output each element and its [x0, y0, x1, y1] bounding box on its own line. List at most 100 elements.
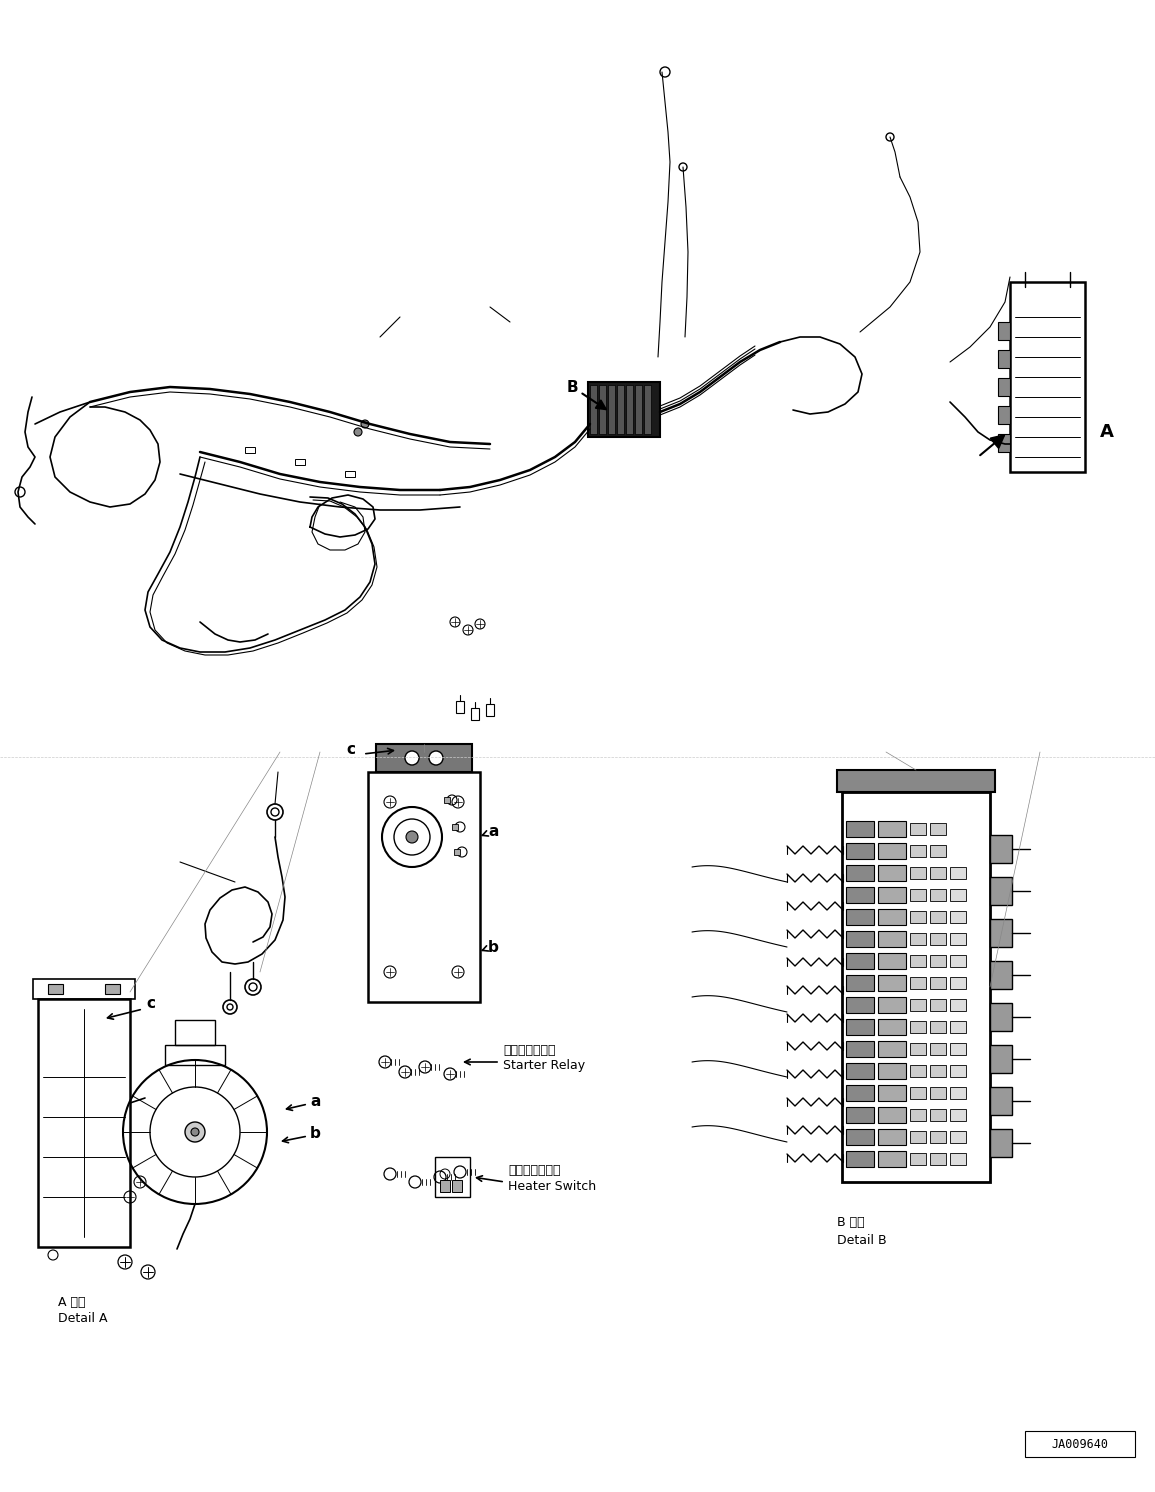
- Circle shape: [353, 428, 362, 436]
- Bar: [878, 888, 906, 903]
- Bar: [910, 1131, 926, 1143]
- Bar: [599, 385, 606, 434]
- Text: c: c: [146, 997, 155, 1012]
- Text: a: a: [310, 1095, 320, 1110]
- Bar: [444, 797, 450, 803]
- Bar: [930, 1000, 946, 1012]
- Bar: [951, 977, 966, 989]
- Bar: [878, 1129, 906, 1144]
- Bar: [845, 931, 874, 947]
- Bar: [845, 953, 874, 968]
- Bar: [590, 385, 597, 434]
- Bar: [845, 974, 874, 991]
- Bar: [845, 1062, 874, 1079]
- Text: JA009640: JA009640: [1051, 1437, 1109, 1450]
- Bar: [878, 1107, 906, 1123]
- Bar: [910, 955, 926, 967]
- Bar: [990, 1044, 1012, 1073]
- Bar: [471, 709, 479, 721]
- Bar: [998, 351, 1009, 369]
- Bar: [33, 979, 135, 1000]
- Bar: [878, 821, 906, 837]
- Bar: [930, 889, 946, 901]
- Bar: [837, 770, 994, 792]
- Text: b: b: [310, 1126, 321, 1141]
- Bar: [1009, 282, 1085, 471]
- Bar: [845, 843, 874, 859]
- Bar: [930, 955, 946, 967]
- Bar: [910, 867, 926, 879]
- Bar: [608, 385, 614, 434]
- Bar: [930, 1021, 946, 1032]
- Bar: [910, 824, 926, 836]
- Bar: [878, 997, 906, 1013]
- Text: A 詳細: A 詳細: [58, 1295, 85, 1308]
- Bar: [930, 912, 946, 924]
- Bar: [990, 836, 1012, 862]
- Bar: [845, 909, 874, 925]
- Bar: [990, 1088, 1012, 1115]
- Bar: [951, 932, 966, 944]
- Bar: [845, 888, 874, 903]
- Text: B 詳細: B 詳細: [837, 1216, 865, 1228]
- Bar: [845, 865, 874, 880]
- Bar: [990, 1129, 1012, 1156]
- Bar: [951, 1000, 966, 1012]
- Bar: [878, 843, 906, 859]
- Bar: [951, 889, 966, 901]
- Bar: [176, 1021, 215, 1044]
- Text: Heater Switch: Heater Switch: [508, 1180, 596, 1192]
- Bar: [930, 824, 946, 836]
- Bar: [951, 1065, 966, 1077]
- Bar: [990, 919, 1012, 947]
- Bar: [998, 406, 1009, 424]
- Bar: [38, 1000, 131, 1247]
- Bar: [377, 745, 472, 771]
- Circle shape: [407, 831, 418, 843]
- Bar: [842, 792, 990, 1182]
- Bar: [930, 932, 946, 944]
- Bar: [998, 434, 1009, 452]
- Text: スタータリレー: スタータリレー: [502, 1043, 556, 1056]
- Circle shape: [185, 1122, 204, 1141]
- Bar: [845, 1085, 874, 1101]
- Bar: [1024, 1431, 1135, 1458]
- Circle shape: [429, 750, 444, 765]
- Text: ヒータスイッチ: ヒータスイッチ: [508, 1164, 560, 1177]
- Bar: [998, 322, 1009, 340]
- Bar: [105, 985, 120, 994]
- Bar: [644, 385, 651, 434]
- Bar: [990, 961, 1012, 989]
- Bar: [486, 704, 494, 716]
- Circle shape: [362, 421, 368, 428]
- Bar: [910, 1065, 926, 1077]
- Bar: [930, 1131, 946, 1143]
- Bar: [990, 877, 1012, 906]
- Bar: [440, 1180, 450, 1192]
- Text: a: a: [489, 825, 498, 840]
- Bar: [930, 1065, 946, 1077]
- Bar: [910, 1109, 926, 1120]
- Bar: [990, 1003, 1012, 1031]
- Bar: [878, 1019, 906, 1035]
- Bar: [910, 1021, 926, 1032]
- Bar: [617, 385, 624, 434]
- Bar: [878, 1150, 906, 1167]
- Bar: [452, 1180, 462, 1192]
- Bar: [878, 909, 906, 925]
- Bar: [456, 701, 464, 713]
- Bar: [910, 889, 926, 901]
- Bar: [49, 985, 64, 994]
- Bar: [930, 1109, 946, 1120]
- Bar: [845, 997, 874, 1013]
- Bar: [878, 931, 906, 947]
- Bar: [951, 1153, 966, 1165]
- Bar: [930, 867, 946, 879]
- Bar: [878, 974, 906, 991]
- Bar: [951, 955, 966, 967]
- Text: b: b: [489, 940, 499, 955]
- Bar: [845, 1129, 874, 1144]
- Bar: [951, 1021, 966, 1032]
- Bar: [910, 932, 926, 944]
- Text: c: c: [346, 743, 355, 758]
